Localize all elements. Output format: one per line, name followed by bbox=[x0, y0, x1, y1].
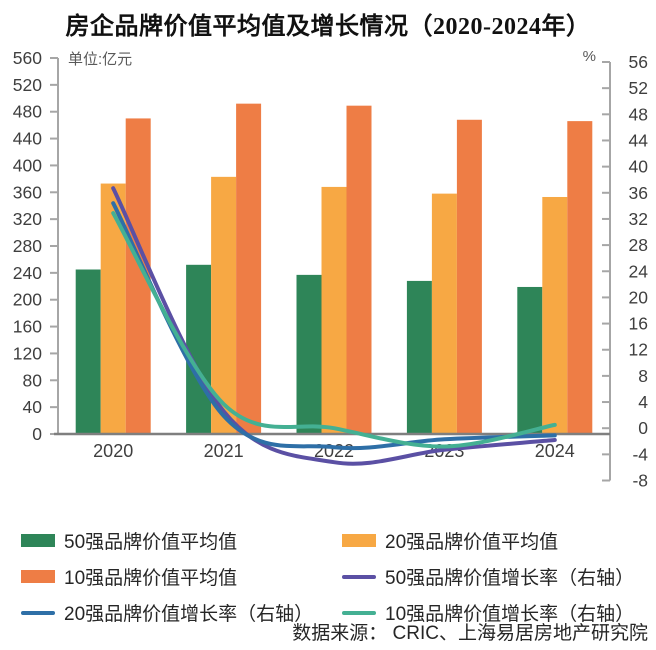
chart-title: 房企品牌价值平均值及增长情况（2020-2024年） bbox=[65, 14, 591, 40]
right-axis-tick-label: -4 bbox=[632, 444, 648, 464]
right-axis-tick-label: 8 bbox=[638, 366, 648, 386]
growth-line bbox=[111, 211, 557, 449]
right-axis-tick-label: 48 bbox=[629, 104, 648, 124]
left-axis-tick-label: 440 bbox=[13, 129, 42, 149]
bar bbox=[186, 264, 212, 434]
legend-item: 10强品牌价值增长率（右轴） bbox=[342, 599, 645, 626]
data-source: 数据来源： CRIC、上海易居房地产研究院 bbox=[292, 623, 648, 644]
growth-line bbox=[111, 186, 557, 466]
bar bbox=[346, 105, 372, 435]
right-axis-tick-label: 4 bbox=[638, 392, 648, 412]
right-axis-tick-label: 16 bbox=[629, 314, 648, 334]
right-axis-tick-label: 28 bbox=[629, 235, 648, 255]
bar bbox=[75, 269, 101, 434]
bar bbox=[211, 176, 237, 435]
right-axis-tick-label: 32 bbox=[629, 209, 648, 229]
bar bbox=[296, 274, 322, 434]
right-axis-tick-label: 40 bbox=[629, 157, 649, 177]
left-axis-tick-label: 520 bbox=[13, 75, 42, 95]
left-axis-tick-label: 560 bbox=[13, 48, 42, 68]
legend-swatch-line bbox=[21, 610, 55, 615]
left-axis-tick-label: 80 bbox=[23, 370, 43, 390]
bar bbox=[456, 119, 482, 435]
right-axis-tick-label: 36 bbox=[629, 183, 648, 203]
legend-item: 50强品牌价值增长率（右轴） bbox=[342, 563, 645, 590]
bar bbox=[321, 186, 347, 434]
right-axis-tick-label: 56 bbox=[629, 52, 648, 72]
left-axis-tick-label: 120 bbox=[13, 343, 42, 363]
legend-label: 10强品牌价值平均值 bbox=[64, 568, 238, 589]
legend-label: 10强品牌价值增长率（右轴） bbox=[385, 604, 635, 625]
legend-item: 20强品牌价值增长率（右轴） bbox=[21, 599, 342, 626]
legend-label: 50强品牌价值平均值 bbox=[64, 532, 238, 553]
bar bbox=[567, 121, 593, 434]
legend-item: 50强品牌价值平均值 bbox=[21, 527, 342, 554]
left-axis-tick-label: 280 bbox=[13, 236, 42, 256]
legend-swatch-bar bbox=[342, 534, 376, 547]
left-axis-tick-label: 40 bbox=[23, 397, 43, 417]
right-axis-unit-label: % bbox=[582, 48, 596, 65]
right-axis-tick-label: 44 bbox=[629, 130, 649, 150]
bar bbox=[406, 280, 432, 434]
right-axis-tick-label: 24 bbox=[629, 261, 649, 281]
chart-legend: 50强品牌价值平均值 20强品牌价值平均值 10强品牌价值平均值 50强品牌价值增长率… bbox=[21, 527, 645, 626]
legend-swatch-bar bbox=[21, 534, 55, 547]
right-axis-tick-label: 12 bbox=[629, 340, 648, 360]
bar bbox=[431, 193, 457, 434]
legend-item: 20强品牌价值平均值 bbox=[342, 527, 645, 554]
right-axis-tick-label: 20 bbox=[629, 287, 649, 307]
bar bbox=[236, 103, 262, 435]
left-axis-tick-label: 360 bbox=[13, 182, 42, 202]
left-axis-tick-label: 240 bbox=[13, 263, 42, 283]
legend-label: 50强品牌价值增长率（右轴） bbox=[385, 568, 635, 589]
left-axis-tick-label: 200 bbox=[13, 290, 42, 310]
legend-swatch-line bbox=[342, 574, 376, 579]
left-axis-tick-label: 160 bbox=[13, 317, 42, 337]
legend-label: 20强品牌价值平均值 bbox=[385, 532, 559, 553]
left-axis-tick-label: 400 bbox=[13, 155, 42, 175]
legend-swatch-line bbox=[342, 610, 376, 615]
bar bbox=[517, 286, 543, 434]
left-axis-tick-label: 320 bbox=[13, 209, 42, 229]
x-axis-category-label: 2020 bbox=[93, 441, 133, 461]
left-axis-tick-label: 480 bbox=[13, 102, 42, 122]
right-axis-tick-label: 52 bbox=[629, 78, 648, 98]
left-axis-tick-label: 0 bbox=[32, 424, 42, 444]
bar bbox=[542, 196, 568, 434]
right-axis-tick-label: 0 bbox=[638, 418, 648, 438]
chart-canvas: 0408012016020024028032036040044048052056… bbox=[13, 48, 649, 491]
legend-item: 10强品牌价值平均值 bbox=[21, 563, 342, 590]
legend-swatch-bar bbox=[21, 570, 55, 583]
x-axis-category-label: 2021 bbox=[204, 441, 244, 461]
x-axis-category-label: 2024 bbox=[535, 441, 575, 461]
legend-label: 20强品牌价值增长率（右轴） bbox=[64, 604, 314, 625]
left-axis-unit-label: 单位:亿元 bbox=[68, 51, 133, 68]
right-axis-tick-label: -8 bbox=[632, 471, 648, 491]
